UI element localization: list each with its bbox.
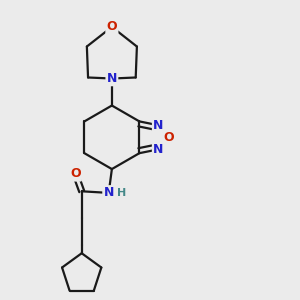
Text: N: N (107, 72, 117, 85)
Text: N: N (103, 186, 114, 200)
Text: N: N (153, 119, 164, 132)
Text: H: H (117, 188, 126, 198)
Text: N: N (153, 143, 164, 156)
Text: O: O (164, 131, 174, 144)
Text: O: O (106, 20, 117, 33)
Text: O: O (70, 167, 81, 180)
